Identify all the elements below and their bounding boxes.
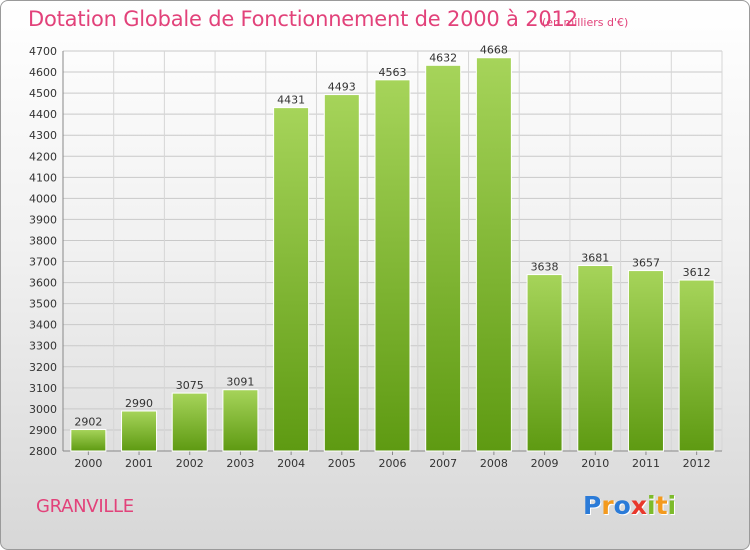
y-tick-label: 3600 (29, 277, 57, 290)
y-tick-label: 4200 (29, 150, 57, 163)
x-tick-label: 2010 (581, 457, 609, 470)
y-tick-label: 3400 (29, 319, 57, 332)
bar (577, 265, 614, 452)
bar-value-label: 4563 (379, 66, 407, 79)
chart-title: Dotation Globale de Fonctionnement de 20… (28, 7, 578, 31)
bar (475, 57, 512, 452)
y-tick-label: 4600 (29, 66, 57, 79)
x-tick-label: 2007 (429, 457, 457, 470)
unit-note: (en milliers d'€) (542, 16, 629, 29)
y-tick-label: 3100 (29, 382, 57, 395)
bar (121, 410, 158, 452)
y-tick-label: 3200 (29, 361, 57, 374)
x-tick-label: 2003 (226, 457, 254, 470)
axes: 2800 2900 3000 3100 3200 3300 3400 3500 3600 3700… (29, 45, 722, 470)
bar (678, 279, 715, 452)
y-tick-label: 3900 (29, 213, 57, 226)
y-tick-label: 3300 (29, 340, 57, 353)
x-tick-label: 2009 (531, 457, 559, 470)
x-tick-label: 2002 (176, 457, 204, 470)
bar-value-label: 2990 (125, 397, 153, 410)
bar-value-label: 4431 (277, 94, 305, 107)
proxiti-logo[interactable]: Proxiti (583, 491, 677, 520)
y-tick-label: 2800 (29, 445, 57, 458)
data-labels: 2902 2990 3075 3091 4431 4493 4563 4632 4668 3638… (74, 44, 710, 429)
bar (323, 94, 360, 452)
y-tick-label: 4400 (29, 108, 57, 121)
bar-value-label: 3075 (176, 379, 204, 392)
bar (273, 107, 310, 452)
bars (70, 57, 715, 452)
bar (222, 389, 259, 452)
bar-value-label: 3657 (632, 257, 660, 270)
bar-value-label: 3612 (683, 266, 711, 279)
y-tick-label: 3800 (29, 234, 57, 247)
y-tick-label: 2900 (29, 424, 57, 437)
bar (627, 270, 664, 452)
bar (70, 429, 107, 452)
bar-value-label: 3638 (531, 261, 559, 274)
bar-value-label: 3091 (226, 376, 254, 389)
city-name: GRANVILLE (36, 496, 134, 517)
y-tick-label: 3500 (29, 298, 57, 311)
bar-value-label: 4493 (328, 81, 356, 94)
x-tick-label: 2005 (328, 457, 356, 470)
y-tick-label: 4300 (29, 129, 57, 142)
x-tick-label: 2001 (125, 457, 153, 470)
x-tick-label: 2012 (683, 457, 711, 470)
bar (526, 274, 563, 452)
x-tick-label: 2004 (277, 457, 305, 470)
bar (171, 392, 208, 452)
bar (425, 64, 462, 452)
bar-value-label: 2902 (74, 416, 102, 429)
y-tick-label: 4000 (29, 192, 57, 205)
bar-value-label: 4668 (480, 44, 508, 57)
y-tick-label: 4700 (29, 45, 57, 58)
x-tick-label: 2006 (379, 457, 407, 470)
bar (374, 79, 411, 452)
x-tick-label: 2011 (632, 457, 660, 470)
x-tick-label: 2008 (480, 457, 508, 470)
bar-value-label: 3681 (581, 252, 609, 265)
bar-value-label: 4632 (429, 51, 457, 64)
y-tick-label: 4100 (29, 171, 57, 184)
y-tick-label: 4500 (29, 87, 57, 100)
y-tick-label: 3000 (29, 403, 57, 416)
x-tick-label: 2000 (74, 457, 102, 470)
y-tick-label: 3700 (29, 256, 57, 269)
